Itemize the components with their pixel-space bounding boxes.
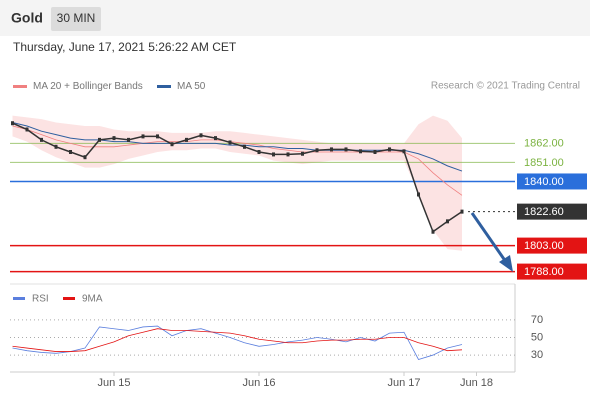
price-candle (402, 149, 406, 154)
price-candle (98, 137, 101, 142)
y-tick-label: 30 (531, 349, 543, 361)
price-candle (286, 152, 290, 157)
level-tag (517, 263, 587, 280)
price-candle (460, 209, 464, 214)
ma-line (12, 125, 463, 196)
legend-swatch (63, 297, 75, 300)
level-tag (517, 203, 587, 220)
level-label: 1851.00 (524, 157, 564, 169)
y-tick-label: 50 (531, 331, 543, 343)
price-candle (214, 136, 217, 141)
level-label: 1788.00 (524, 266, 564, 278)
price-candle (330, 147, 333, 152)
price-candle (228, 140, 232, 145)
legend-label: RSI (32, 294, 49, 305)
price-candle (359, 149, 362, 154)
credit: Research © 2021 Trading Central (431, 81, 580, 92)
price-candle (199, 133, 203, 138)
level-label: 1803.00 (524, 240, 564, 252)
price-candle (344, 147, 348, 152)
legend-label: 9MA (82, 294, 103, 305)
price-candle (25, 127, 29, 132)
price-candle (54, 144, 58, 149)
legend-label: MA 50 (177, 81, 206, 92)
price-candle (446, 219, 449, 224)
x-tick-label: Jun 18 (460, 377, 493, 389)
price-candle (417, 192, 420, 197)
price-candle (170, 142, 174, 147)
price-candle (315, 148, 319, 153)
price-candle (127, 137, 130, 142)
price-candle (257, 150, 261, 154)
legend-swatch (13, 85, 27, 88)
rsi-line (12, 325, 463, 360)
level-label: 1840.00 (524, 176, 564, 188)
level-label: 1862.00 (524, 138, 564, 150)
rsi-line (12, 328, 463, 352)
legend-label: MA 20 + Bollinger Bands (33, 81, 143, 92)
level-tag (517, 173, 587, 190)
bollinger-band (12, 115, 462, 251)
timeframe-chip[interactable] (51, 7, 101, 31)
subtitle: Thursday, June 17, 2021 5:26:22 AM CET (13, 40, 237, 54)
price-candle (301, 151, 304, 156)
x-tick-label: Jun 15 (97, 377, 130, 389)
price-candle (11, 121, 14, 126)
level-tag (517, 237, 587, 254)
price-candle (388, 147, 391, 152)
forecast-arrow (470, 212, 513, 272)
price-candle (272, 152, 275, 157)
timeframe[interactable]: 30 MIN (57, 11, 96, 25)
price-candle (185, 137, 188, 142)
y-tick-label: 70 (531, 314, 543, 326)
price-candle (69, 150, 72, 154)
price-candle (373, 150, 377, 154)
price-candle (83, 155, 87, 160)
price-candle (40, 137, 43, 142)
price-line (12, 122, 463, 233)
x-tick-label: Jun 16 (242, 377, 275, 389)
price-candle (112, 136, 116, 141)
legend-swatch (13, 297, 25, 300)
x-tick-label: Jun 17 (387, 377, 420, 389)
chart-title: Gold (11, 10, 43, 26)
price-candle (431, 229, 435, 234)
price-candle (141, 134, 145, 139)
level-label: 1822.60 (524, 206, 564, 218)
legend-swatch (157, 85, 171, 88)
price-candle (156, 134, 159, 139)
price-candle (243, 144, 246, 149)
